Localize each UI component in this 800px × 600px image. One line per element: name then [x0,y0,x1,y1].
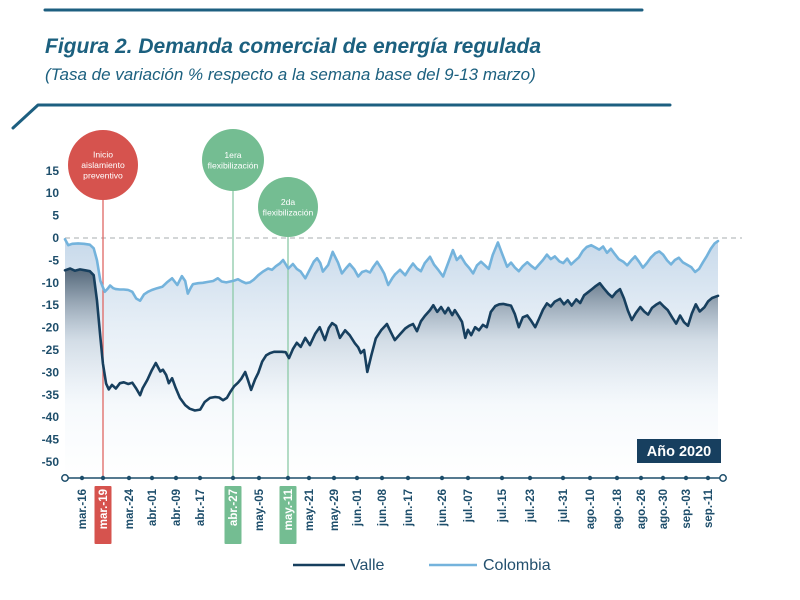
page-title: Figura 2. Demanda comercial de energía r… [45,35,541,58]
series-line-colombia [63,238,720,302]
x-axis-dot [126,475,132,481]
plot-area: Inicio aislamiento preventivo 1era flexibili… [42,129,742,544]
series-line-valle [63,267,720,412]
series-area-valle [65,268,718,472]
x-axis-dot [197,475,203,481]
x-axis-dot [100,475,106,481]
annotation-circle-2 [202,129,264,191]
y-tick-label: 10 [46,186,60,200]
y-tick-label: -50 [42,455,60,469]
x-axis-dot [614,475,620,481]
legend: Valle Colombia [293,557,551,574]
y-tick-label: 0 [52,231,59,245]
x-tick-label: ago.-10 [585,489,597,529]
header-divider [11,103,672,130]
year-badge-label: Año 2020 [647,444,711,460]
x-tick-label: may.-21 [304,488,316,531]
x-tick-label: mar.-24 [124,488,136,529]
x-tick-highlight [279,486,297,544]
x-axis-dot [230,475,236,481]
x-tick-highlight [224,486,242,544]
x-tick-label: jul.-07 [463,489,475,523]
x-axis-end-circle [61,474,69,482]
y-tick-label: -30 [42,365,60,379]
x-axis-dot [560,475,566,481]
x-tick-label: mar.-16 [77,489,89,529]
legend-label-valle: Valle [350,557,384,574]
x-axis-dot [587,475,593,481]
y-tick-label: -10 [42,276,60,290]
x-tick-label: jul.-23 [525,489,537,523]
legend-label-colombia: Colombia [483,557,551,574]
x-axis-dot [331,475,337,481]
annotation-2: 1era flexibilización [202,129,264,191]
x-tick-label: sep.-03 [681,489,693,529]
x-axis-dot [638,475,644,481]
y-tick-label: -15 [42,298,60,312]
x-tick-label: ago.-30 [658,489,670,529]
x-axis-dot [354,475,360,481]
x-tick-label: jul.-31 [558,488,570,523]
x-tick-label: may.-11 [283,488,295,530]
x-axis-dot [439,475,445,481]
y-tick-label: -5 [48,253,59,267]
x-tick-highlight [94,486,112,544]
x-axis-dot [306,475,312,481]
page-subtitle: (Tasa de variación % respecto a la seman… [45,65,536,84]
x-axis-dot [256,475,262,481]
y-tick-label: -25 [42,343,60,357]
x-axis-dot [499,475,505,481]
y-tick-label: 15 [46,164,60,178]
x-tick-label: sep.-11 [703,488,715,528]
x-tick-label: jun.-01 [352,488,364,527]
x-axis-dot [405,475,411,481]
x-axis-dot [149,475,155,481]
x-tick-label: mar.-19 [98,489,110,529]
annotation-1: Inicio aislamiento preventivo [68,130,138,200]
y-tick-label: 5 [52,209,59,223]
x-axis-dot [79,475,85,481]
x-tick-label: abr.-17 [195,489,207,526]
y-tick-label: -35 [42,388,60,402]
x-axis-dot [379,475,385,481]
x-tick-label: jun.-17 [403,489,415,527]
x-axis-dot [705,475,711,481]
y-tick-label: -20 [42,321,60,335]
annotation-3: 2da flexibilización [258,177,318,237]
x-tick-label: abr.-09 [171,489,183,526]
x-tick-label: may.-29 [329,489,341,531]
x-axis-dot [173,475,179,481]
x-tick-label: jun.-26 [437,489,449,527]
x-axis-dot [465,475,471,481]
year-badge-box [637,439,721,463]
annotation-label-2: 1era flexibilización [208,150,259,171]
x-tick-label: abr.-01 [147,488,159,526]
annotation-label-3: 2da flexibilización [263,197,314,218]
x-axis-dot [683,475,689,481]
y-tick-label: -45 [42,433,60,447]
x-tick-label: ago.-26 [636,489,648,529]
annotation-circle-1 [68,130,138,200]
annotation-circle-3 [258,177,318,237]
y-tick-label: -40 [42,410,60,424]
x-tick-label: jun.-08 [377,488,389,527]
x-axis-dot [285,475,291,481]
x-tick-label: may.-05 [254,488,266,531]
x-axis-dot [660,475,666,481]
x-tick-label: ago.-18 [612,488,624,529]
annotation-label-1: Inicio aislamiento preventivo [81,150,125,181]
x-axis-dot [527,475,533,481]
x-tick-label: abr.-27 [228,489,240,526]
year-badge: Año 2020 [637,439,721,463]
x-axis-end-circle [719,474,727,482]
x-tick-label: jul.-15 [497,488,509,523]
